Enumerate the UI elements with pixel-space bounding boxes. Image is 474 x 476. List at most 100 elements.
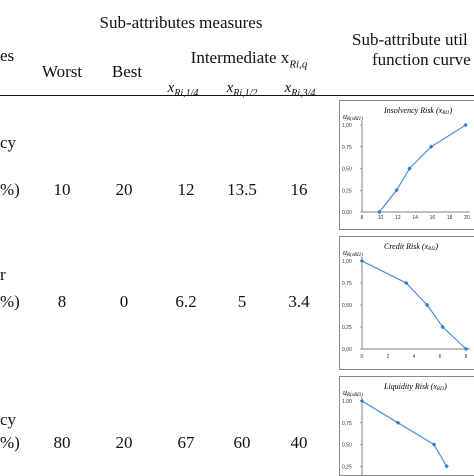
chart-point [440, 324, 445, 330]
chart-ylabel: uR(xRI2) [343, 248, 363, 258]
chart-point [359, 398, 365, 404]
row1-q12: 13.5 [227, 180, 257, 199]
row1-worst: 10 [53, 180, 71, 199]
intermediate-sub: Ri,q [289, 58, 308, 71]
chart-ytick: 0,25 [342, 464, 352, 470]
chart-xtick: 6 [439, 354, 442, 360]
q14-x: x [167, 80, 175, 96]
chart-point [394, 188, 399, 193]
row2-worst: 8 [57, 292, 67, 311]
chart-ytick: 0,50 [342, 167, 352, 173]
chart-xtick: 8 [465, 354, 468, 360]
row2-label-mark: r [0, 265, 6, 284]
utility-chart-credit: Credit Risk (xRI2) uR(xRI2) 1,00 0,75 0,50 0,… [339, 236, 474, 370]
chart-series-line [361, 260, 467, 350]
chart-title-sub: RI1 [441, 111, 449, 116]
row3-q34: 40 [290, 433, 308, 452]
chart-title-close: ) [434, 242, 438, 251]
q12-sub: Ri,1/2 [233, 88, 258, 99]
chart-xtick: 2 [387, 354, 390, 360]
chart-svg: Insolvency Risk (xRI1) uR(xRI1)1,00 0,75 0,… [342, 106, 470, 221]
row3-q14: 67 [177, 433, 195, 452]
chart-point [377, 209, 382, 215]
chart-title-close: ) [443, 382, 447, 391]
header-best: Best [111, 62, 143, 81]
chart-ytick: 1,00 [342, 259, 352, 265]
chart-svg: Credit Risk (xRI2) uR(xRI2)1,00 0,75 0,50 0,… [342, 242, 470, 360]
chart-ytick: 0,50 [342, 303, 352, 309]
row3-best: 20 [115, 433, 133, 452]
chart-xtick: 4 [413, 354, 416, 360]
row3-label-top: cy [0, 410, 17, 429]
chart-title: Insolvency Risk (xRI1) [383, 106, 452, 116]
chart-xtick: 16 [430, 215, 436, 221]
header-worst: Worst [41, 62, 83, 81]
row3-worst: 80 [53, 433, 71, 452]
chart-xtick: 10 [378, 215, 384, 221]
header-q12: xRi,1/2 [227, 80, 258, 99]
chart-point [431, 442, 437, 447]
q14-sub: Ri,1/4 [174, 88, 199, 99]
row2-q34: 3.4 [288, 292, 310, 311]
chart-xtick: 0 [361, 354, 364, 360]
chart-title-close: ) [448, 106, 452, 115]
row3-q12: 60 [233, 433, 251, 452]
chart-point [407, 166, 412, 171]
chart-ytick: 1,00 [342, 123, 352, 129]
row2-q14: 6.2 [175, 292, 197, 311]
chart-ytick: 1,00 [342, 399, 352, 405]
q34-x: x [284, 80, 292, 96]
chart-ytick: 0,75 [342, 421, 352, 427]
chart-point [424, 302, 430, 308]
chart-xtick: 20 [464, 215, 470, 221]
chart-ytick: 0,25 [342, 188, 352, 194]
row3-label-bottom: %) [0, 433, 20, 452]
header-q14: xRi,1/4 [168, 80, 199, 99]
chart-ytick: 0,25 [342, 325, 352, 331]
row2-q12: 5 [237, 292, 247, 311]
chart-point [463, 346, 469, 352]
q12-x: x [226, 80, 234, 96]
utility-chart-liquidity: Liquidity Risk (xRI3) uR(xRI3) 1,00 0,75 0,5… [339, 376, 474, 476]
chart-title: Liquidity Risk (xRI3) [383, 382, 447, 392]
chart-svg: Liquidity Risk (xRI3) uR(xRI3)1,00 0,75 0,5… [342, 382, 449, 475]
chart-xtick: 12 [395, 215, 401, 221]
row1-best: 20 [115, 180, 133, 199]
header-intermediate: Intermediate xRi,q [191, 48, 308, 70]
chart-title-sub: RI3 [436, 387, 445, 392]
row1-q34: 16 [290, 180, 308, 199]
chart-ylabel: uR(xRI3) [343, 388, 363, 398]
row2-best: 0 [119, 292, 129, 311]
chart-series-line [361, 400, 448, 467]
chart-ytick: 0,00 [342, 210, 352, 216]
row2-label-bottom: %) [0, 292, 20, 311]
chart-ylabel: uR(xRI1) [343, 112, 363, 122]
header-divider [0, 95, 474, 96]
chart-point [395, 420, 401, 425]
chart-ytick: 0,75 [342, 145, 352, 151]
chart-xtick: 8 [361, 215, 364, 221]
chart-ytick: 0,00 [342, 347, 352, 353]
row1-label-bottom: %) [0, 180, 20, 199]
chart-title: Credit Risk (xRI2) [384, 242, 438, 252]
header-curve-line1: Sub-attribute util [352, 30, 468, 49]
header-curve-line2: function curve [372, 50, 471, 69]
chart-ylabel-sub: R(xRI1) [346, 117, 363, 122]
q34-sub: Ri,3/4 [291, 88, 316, 99]
row1-label-top: cy [0, 133, 17, 152]
chart-title-sub: RI2 [427, 247, 436, 252]
header-q34: xRi,3/4 [285, 80, 316, 99]
chart-ytick: 0,75 [342, 281, 352, 287]
chart-point [359, 258, 365, 264]
header-group-measures: Sub-attributes measures [99, 13, 263, 32]
header-partial-left: es [0, 46, 15, 65]
utility-chart-insolvency: Insolvency Risk (xRI1) uR(xRI1) 1,00 0,75 0,… [339, 100, 474, 230]
chart-xtick: 18 [447, 215, 453, 221]
row1-q14: 12 [177, 180, 195, 199]
chart-ylabel-sub: R(xRI3) [346, 393, 363, 398]
chart-point [463, 122, 468, 128]
chart-ylabel-sub: R(xRI2) [346, 253, 363, 258]
chart-series-line [378, 124, 467, 213]
chart-point [404, 280, 409, 286]
intermediate-prefix: Intermediate x [190, 48, 290, 67]
